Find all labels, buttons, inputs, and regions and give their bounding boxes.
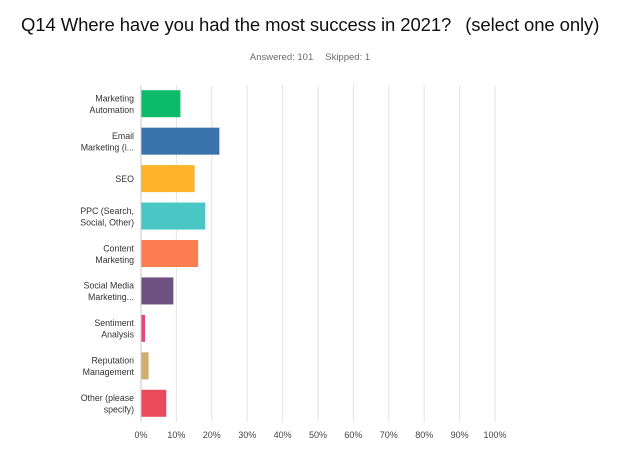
bar [141, 389, 167, 417]
question-qualifier: (select one only) [465, 14, 600, 35]
bar [141, 352, 149, 380]
category-label: Marketing Automation [90, 93, 135, 115]
x-tick-label: 0% [134, 430, 147, 440]
bar [141, 127, 220, 155]
x-tick-label: 100% [483, 430, 506, 440]
x-tick-label: 20% [203, 430, 221, 440]
bar [141, 90, 181, 118]
bar [141, 165, 195, 193]
category-label: Content Marketing [95, 243, 134, 265]
category-label: SEO [115, 174, 134, 184]
response-stats: Answered: 101 Skipped: 1 [0, 52, 620, 63]
category-label: PPC (Search, Social, Other) [80, 206, 134, 228]
x-tick-label: 90% [451, 430, 469, 440]
x-tick-label: 80% [415, 430, 433, 440]
bar [141, 314, 146, 342]
bar [141, 202, 206, 230]
skipped-count: Skipped: 1 [325, 52, 371, 63]
category-label: Reputation Management [83, 356, 135, 378]
category-label: Other (please specify) [81, 393, 134, 415]
category-label: Sentiment Analysis [94, 318, 134, 340]
x-tick-label: 10% [167, 430, 185, 440]
question-title: Q14 Where have you had the most success … [21, 14, 599, 36]
x-tick-label: 30% [238, 430, 256, 440]
answered-count: Answered: 101 [249, 52, 314, 63]
bar [141, 277, 174, 305]
x-tick-label: 60% [344, 430, 362, 440]
bar [141, 240, 199, 267]
question-text: Q14 Where have you had the most success … [21, 14, 452, 35]
category-label: Email Marketing (i... [81, 131, 134, 153]
x-tick-label: 50% [309, 430, 327, 440]
x-tick-label: 40% [274, 430, 292, 440]
category-label: Social Media Marketing... [84, 281, 134, 303]
x-tick-label: 70% [380, 430, 398, 440]
